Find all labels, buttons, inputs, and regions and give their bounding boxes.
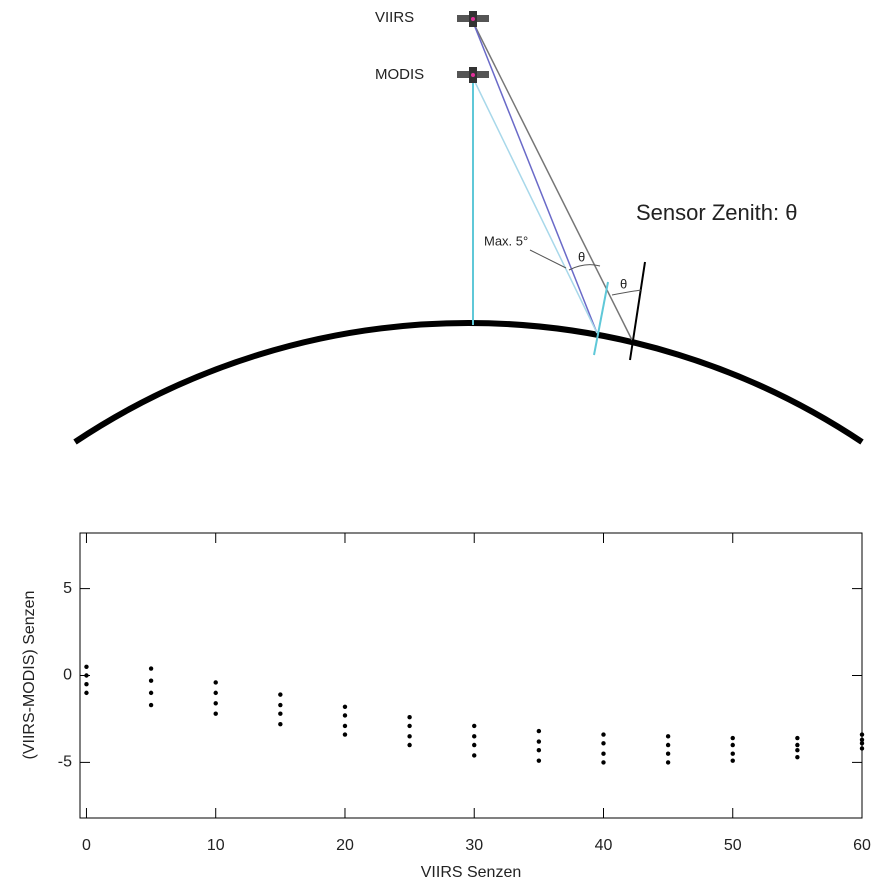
surface-normal [629, 261, 646, 361]
point [730, 742, 735, 748]
point [665, 742, 671, 748]
x-tick-label: 10 [207, 837, 225, 854]
point [213, 711, 218, 716]
point [407, 734, 412, 739]
point [665, 734, 671, 739]
point [536, 748, 542, 753]
x-tick-label: 0 [82, 837, 91, 854]
max-label: Max. 5° [484, 233, 528, 248]
point [84, 690, 89, 696]
point [148, 666, 154, 671]
point [472, 742, 477, 748]
point [148, 702, 154, 708]
point [730, 751, 735, 756]
x-tick-label: 30 [465, 837, 483, 854]
point [859, 732, 865, 737]
point [213, 690, 218, 696]
x-tick-label: 50 [724, 837, 742, 854]
point [601, 732, 606, 737]
point [278, 721, 283, 727]
point [795, 748, 800, 753]
point [342, 713, 348, 718]
point [795, 735, 800, 741]
point [84, 673, 89, 678]
point [84, 664, 89, 670]
point [859, 737, 865, 742]
y-tick-label: -5 [58, 754, 72, 771]
point [407, 715, 412, 720]
point [278, 692, 283, 697]
point [601, 751, 606, 756]
point [601, 760, 606, 765]
diagram: VIIRS MODIS Sensor Zenith: θ Max. 5° θ θ [73, 9, 864, 445]
point [342, 704, 348, 709]
point [472, 734, 477, 739]
modis-view-line [472, 77, 598, 334]
y-axis-label: (VIIRS-MODIS) Senzen [21, 591, 38, 760]
point [536, 728, 542, 734]
point [148, 690, 154, 696]
point [472, 723, 477, 729]
point [342, 732, 348, 737]
satellite-label: MODIS [375, 66, 424, 83]
point [859, 741, 865, 746]
point [665, 751, 671, 756]
angle-label: θ [578, 249, 585, 264]
point [278, 711, 283, 716]
satellite-icon [457, 11, 489, 27]
point [795, 754, 800, 760]
angle-arc [611, 289, 642, 296]
point [536, 739, 542, 744]
arrow [529, 249, 567, 269]
point [730, 758, 735, 763]
satellite-label: VIIRS [375, 9, 414, 26]
surface-normal [593, 281, 609, 356]
caption: Sensor Zenith: θ [636, 200, 797, 225]
point [278, 702, 283, 708]
point [795, 742, 800, 748]
plot-frame [79, 532, 863, 819]
viirs-view-line [472, 21, 633, 341]
point [342, 723, 348, 729]
point [84, 681, 89, 687]
point [536, 758, 542, 763]
point [407, 723, 412, 729]
point [665, 760, 671, 765]
x-tick-label: 60 [853, 837, 871, 854]
x-tick-label: 20 [336, 837, 354, 854]
point [601, 741, 606, 746]
point [859, 746, 865, 751]
point [213, 701, 218, 706]
point [148, 678, 154, 683]
y-tick-label: 5 [63, 580, 72, 597]
x-tick-label: 40 [595, 837, 613, 854]
point [407, 742, 412, 748]
y-tick-label: 0 [63, 667, 72, 684]
angle-label: θ [620, 276, 627, 291]
point [730, 735, 735, 741]
point [213, 680, 218, 685]
x-axis-label: VIIRS Senzen [421, 864, 522, 881]
satellite-icon [457, 67, 489, 83]
point [472, 753, 477, 758]
angle-arc [568, 264, 601, 271]
earth-surface [73, 319, 864, 445]
viirs-view-line [472, 21, 598, 334]
